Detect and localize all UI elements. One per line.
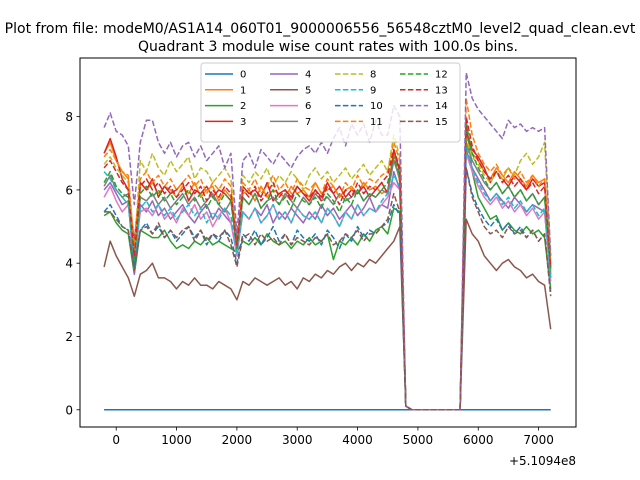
legend-box bbox=[200, 62, 461, 143]
legend-label-13: 13 bbox=[435, 85, 448, 96]
series-line-6 bbox=[103, 152, 552, 411]
x-tick-label: 1000 bbox=[161, 433, 192, 447]
legend-label-14: 14 bbox=[435, 101, 448, 112]
x-tick-label: 5000 bbox=[403, 433, 434, 447]
legend-label-1: 1 bbox=[240, 85, 246, 96]
legend-label-10: 10 bbox=[370, 101, 383, 112]
chart-title: Quadrant 3 module wise count rates with … bbox=[138, 39, 518, 55]
x-offset-label: +5.1094e8 bbox=[509, 454, 576, 468]
legend-label-8: 8 bbox=[370, 70, 376, 81]
ticks-layer: 0 1000 2000 3000 4000 5000 6000 7000 0 2 4 6 8 bbox=[65, 110, 554, 447]
legend-label-12: 12 bbox=[435, 70, 448, 81]
legend-label-4: 4 bbox=[305, 70, 311, 81]
y-tick-label: 2 bbox=[65, 330, 73, 344]
x-tick-label: 7000 bbox=[523, 433, 554, 447]
series-line-10 bbox=[103, 167, 552, 411]
legend-label-9: 9 bbox=[370, 85, 376, 96]
legend-label-5: 5 bbox=[305, 85, 311, 96]
x-tick-label: 2000 bbox=[222, 433, 253, 447]
y-tick-label: 8 bbox=[65, 110, 73, 124]
series-line-11 bbox=[103, 97, 552, 411]
y-tick-label: 4 bbox=[65, 257, 73, 271]
y-tick-label: 6 bbox=[65, 183, 73, 197]
x-tick-label: 3000 bbox=[282, 433, 313, 447]
series-line-15 bbox=[104, 167, 552, 411]
legend-label-11: 11 bbox=[370, 117, 383, 128]
legend-label-15: 15 bbox=[435, 117, 448, 128]
series-line-4 bbox=[103, 148, 552, 411]
series-line-13 bbox=[103, 115, 552, 411]
series-line-5 bbox=[103, 218, 552, 411]
figure-suptitle: Plot from file: modeM0/AS1A14_060T01_900… bbox=[5, 21, 636, 37]
series-layer bbox=[103, 71, 552, 411]
y-tick-label: 0 bbox=[65, 403, 73, 417]
x-tick-label: 6000 bbox=[463, 433, 494, 447]
legend-label-6: 6 bbox=[305, 101, 311, 112]
legend-label-7: 7 bbox=[305, 117, 311, 128]
series-line-14 bbox=[103, 71, 552, 411]
series-line-7 bbox=[103, 141, 552, 411]
x-tick-label: 4000 bbox=[342, 433, 373, 447]
series-line-12 bbox=[103, 123, 552, 411]
x-tick-label: 0 bbox=[112, 433, 120, 447]
legend-label-0: 0 bbox=[240, 70, 246, 81]
series-line-9 bbox=[103, 145, 552, 411]
series-line-1 bbox=[103, 134, 552, 411]
legend-label-3: 3 bbox=[240, 117, 246, 128]
legend-label-2: 2 bbox=[240, 101, 246, 112]
axes-frame bbox=[79, 57, 577, 428]
